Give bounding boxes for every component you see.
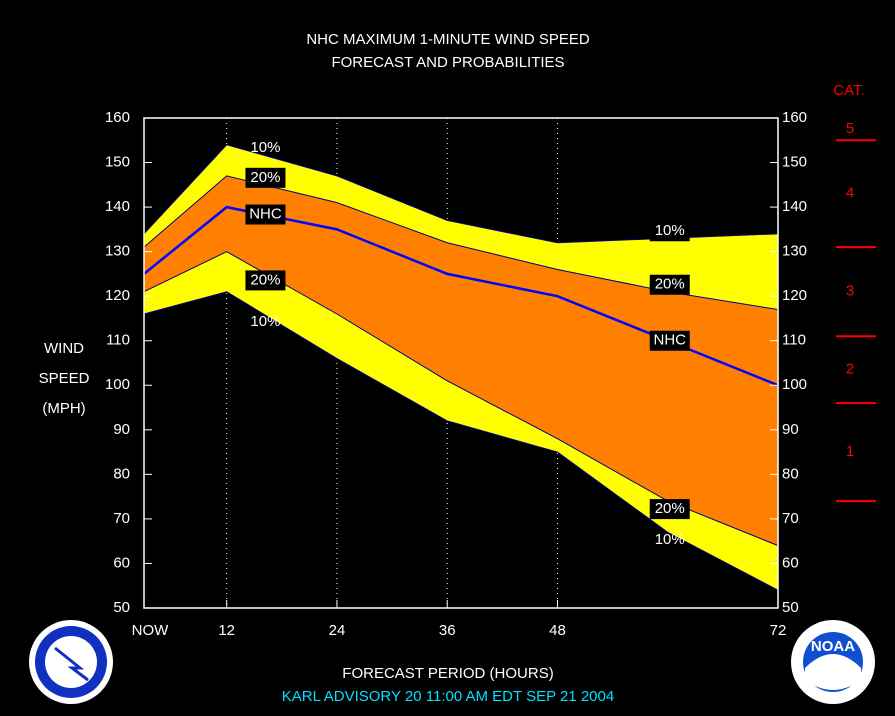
footer: KARL ADVISORY 20 11:00 AM EDT SEP 21 200… [282, 688, 614, 705]
y-tick-label: 140 [105, 198, 130, 215]
series-label: NHC [249, 205, 282, 222]
chart-subtitle: FORECAST AND PROBABILITIES [331, 54, 564, 71]
y2-tick-label: 140 [782, 198, 807, 215]
x-tick-label: 12 [218, 622, 235, 639]
series-label-box [245, 270, 286, 291]
y-tick-label: 120 [105, 287, 130, 304]
noaa-logo: NOAA [791, 620, 875, 704]
x-tick-label: 48 [549, 622, 566, 639]
y2-tick-label: 100 [782, 376, 807, 393]
y2-tick-label: 70 [782, 510, 799, 527]
series-label-box [649, 221, 690, 242]
logo-text: NOAA [811, 638, 855, 655]
y2-tick-label: 120 [782, 287, 807, 304]
series-label: 20% [655, 500, 685, 517]
category-label: 1 [846, 443, 854, 460]
series-label: 10% [655, 222, 685, 239]
series-label: 20% [250, 169, 280, 186]
y2-tick-label: 130 [782, 243, 807, 260]
x-tick-label: NOW [132, 622, 170, 639]
series-label: 10% [655, 531, 685, 548]
y-axis-label: WIND [44, 340, 84, 357]
series-label-box [245, 204, 286, 225]
y2-tick-label: 150 [782, 154, 807, 171]
probability-band [144, 175, 778, 546]
y-tick-label: 100 [105, 376, 130, 393]
series-label-box [245, 167, 286, 188]
y2-tick-label: 160 [782, 109, 807, 126]
series-label: 20% [655, 276, 685, 293]
x-axis-label: FORECAST PERIOD (HOURS) [342, 665, 553, 682]
y-tick-label: 150 [105, 154, 130, 171]
y2-tick-label: 80 [782, 465, 799, 482]
logo-bird [805, 654, 861, 690]
logo-bolt [54, 646, 89, 682]
y-axis-label: SPEED [39, 370, 90, 387]
category-label: 4 [846, 185, 854, 202]
y2-tick-label: 50 [782, 599, 799, 616]
y-tick-label: 80 [113, 465, 130, 482]
chart-title: NHC MAXIMUM 1-MINUTE WIND SPEED [306, 31, 590, 48]
series-label: NHC [653, 332, 686, 349]
x-tick-label: 24 [329, 622, 346, 639]
y2-tick-label: 110 [782, 332, 806, 349]
x-tick-label: 36 [439, 622, 456, 639]
y-tick-label: 60 [113, 554, 130, 571]
category-title: CAT. [833, 82, 864, 99]
category-label: 2 [846, 361, 854, 378]
category-label: 3 [846, 283, 854, 300]
series-label-box [649, 330, 690, 351]
nws-logo [29, 620, 113, 704]
y-axis-label: (MPH) [42, 400, 85, 417]
y-tick-label: 90 [113, 421, 130, 438]
y2-tick-label: 90 [782, 421, 799, 438]
series-label: 10% [250, 313, 280, 330]
band-edge [143, 291, 779, 591]
y-tick-label: 160 [105, 109, 130, 126]
series-label-box [649, 274, 690, 295]
series-label-box [649, 499, 690, 520]
series-label: 20% [250, 271, 280, 288]
plot-frame [143, 117, 779, 609]
x-tick-label: 72 [770, 622, 787, 639]
category-label: 5 [846, 120, 854, 137]
y-tick-label: 50 [113, 599, 130, 616]
y-tick-label: 110 [106, 332, 130, 349]
y-tick-label: 70 [113, 510, 130, 527]
series-label: 10% [250, 139, 280, 156]
y2-tick-label: 60 [782, 554, 799, 571]
y-tick-label: 130 [105, 243, 130, 260]
